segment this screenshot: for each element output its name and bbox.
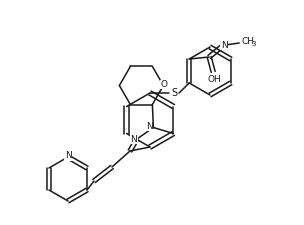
Text: N: N [146, 122, 153, 131]
Text: N: N [130, 135, 137, 144]
Text: 3: 3 [251, 41, 256, 47]
Text: S: S [171, 88, 177, 98]
Text: CH: CH [241, 36, 254, 45]
Text: N: N [65, 151, 71, 160]
Text: N: N [221, 40, 228, 50]
Text: O: O [161, 80, 168, 89]
Text: OH: OH [207, 74, 221, 83]
